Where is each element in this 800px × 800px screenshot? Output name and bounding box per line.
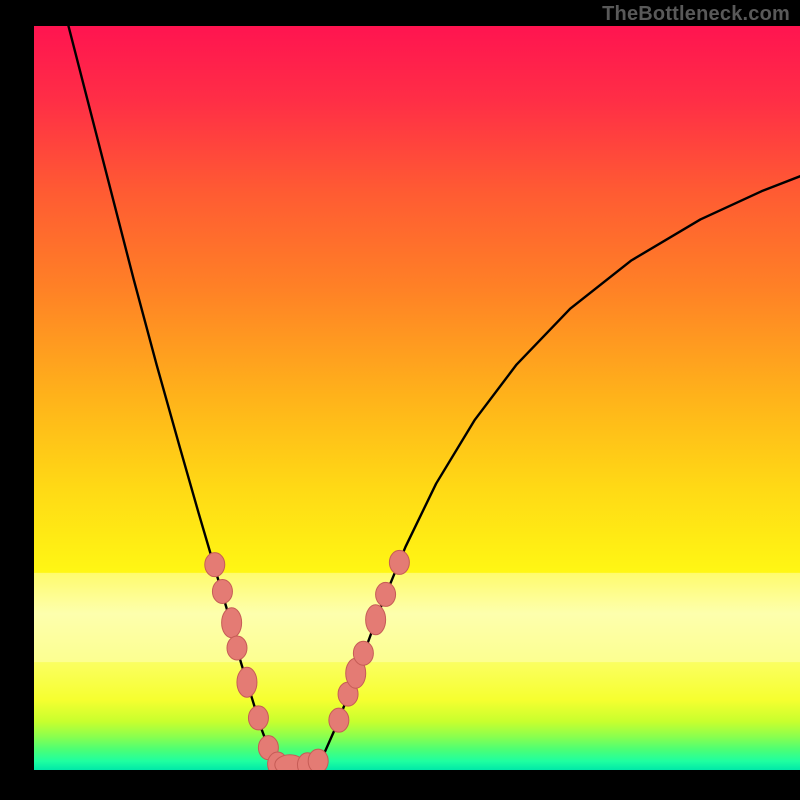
data-point-marker [212,579,232,603]
watermark-text: TheBottleneck.com [602,3,790,26]
data-point-marker [329,708,349,732]
bottleneck-curve-plot [34,26,800,770]
data-point-marker [366,605,386,635]
data-point-marker [353,641,373,665]
data-point-marker [237,667,257,697]
data-point-marker [227,636,247,660]
data-point-marker [376,582,396,606]
data-point-marker [308,749,328,770]
chart-frame: TheBottleneck.com [0,0,800,800]
data-point-marker [248,706,268,730]
pale-horizontal-band [34,573,800,662]
data-point-marker [389,550,409,574]
data-point-marker [205,553,225,577]
data-point-marker [222,608,242,638]
